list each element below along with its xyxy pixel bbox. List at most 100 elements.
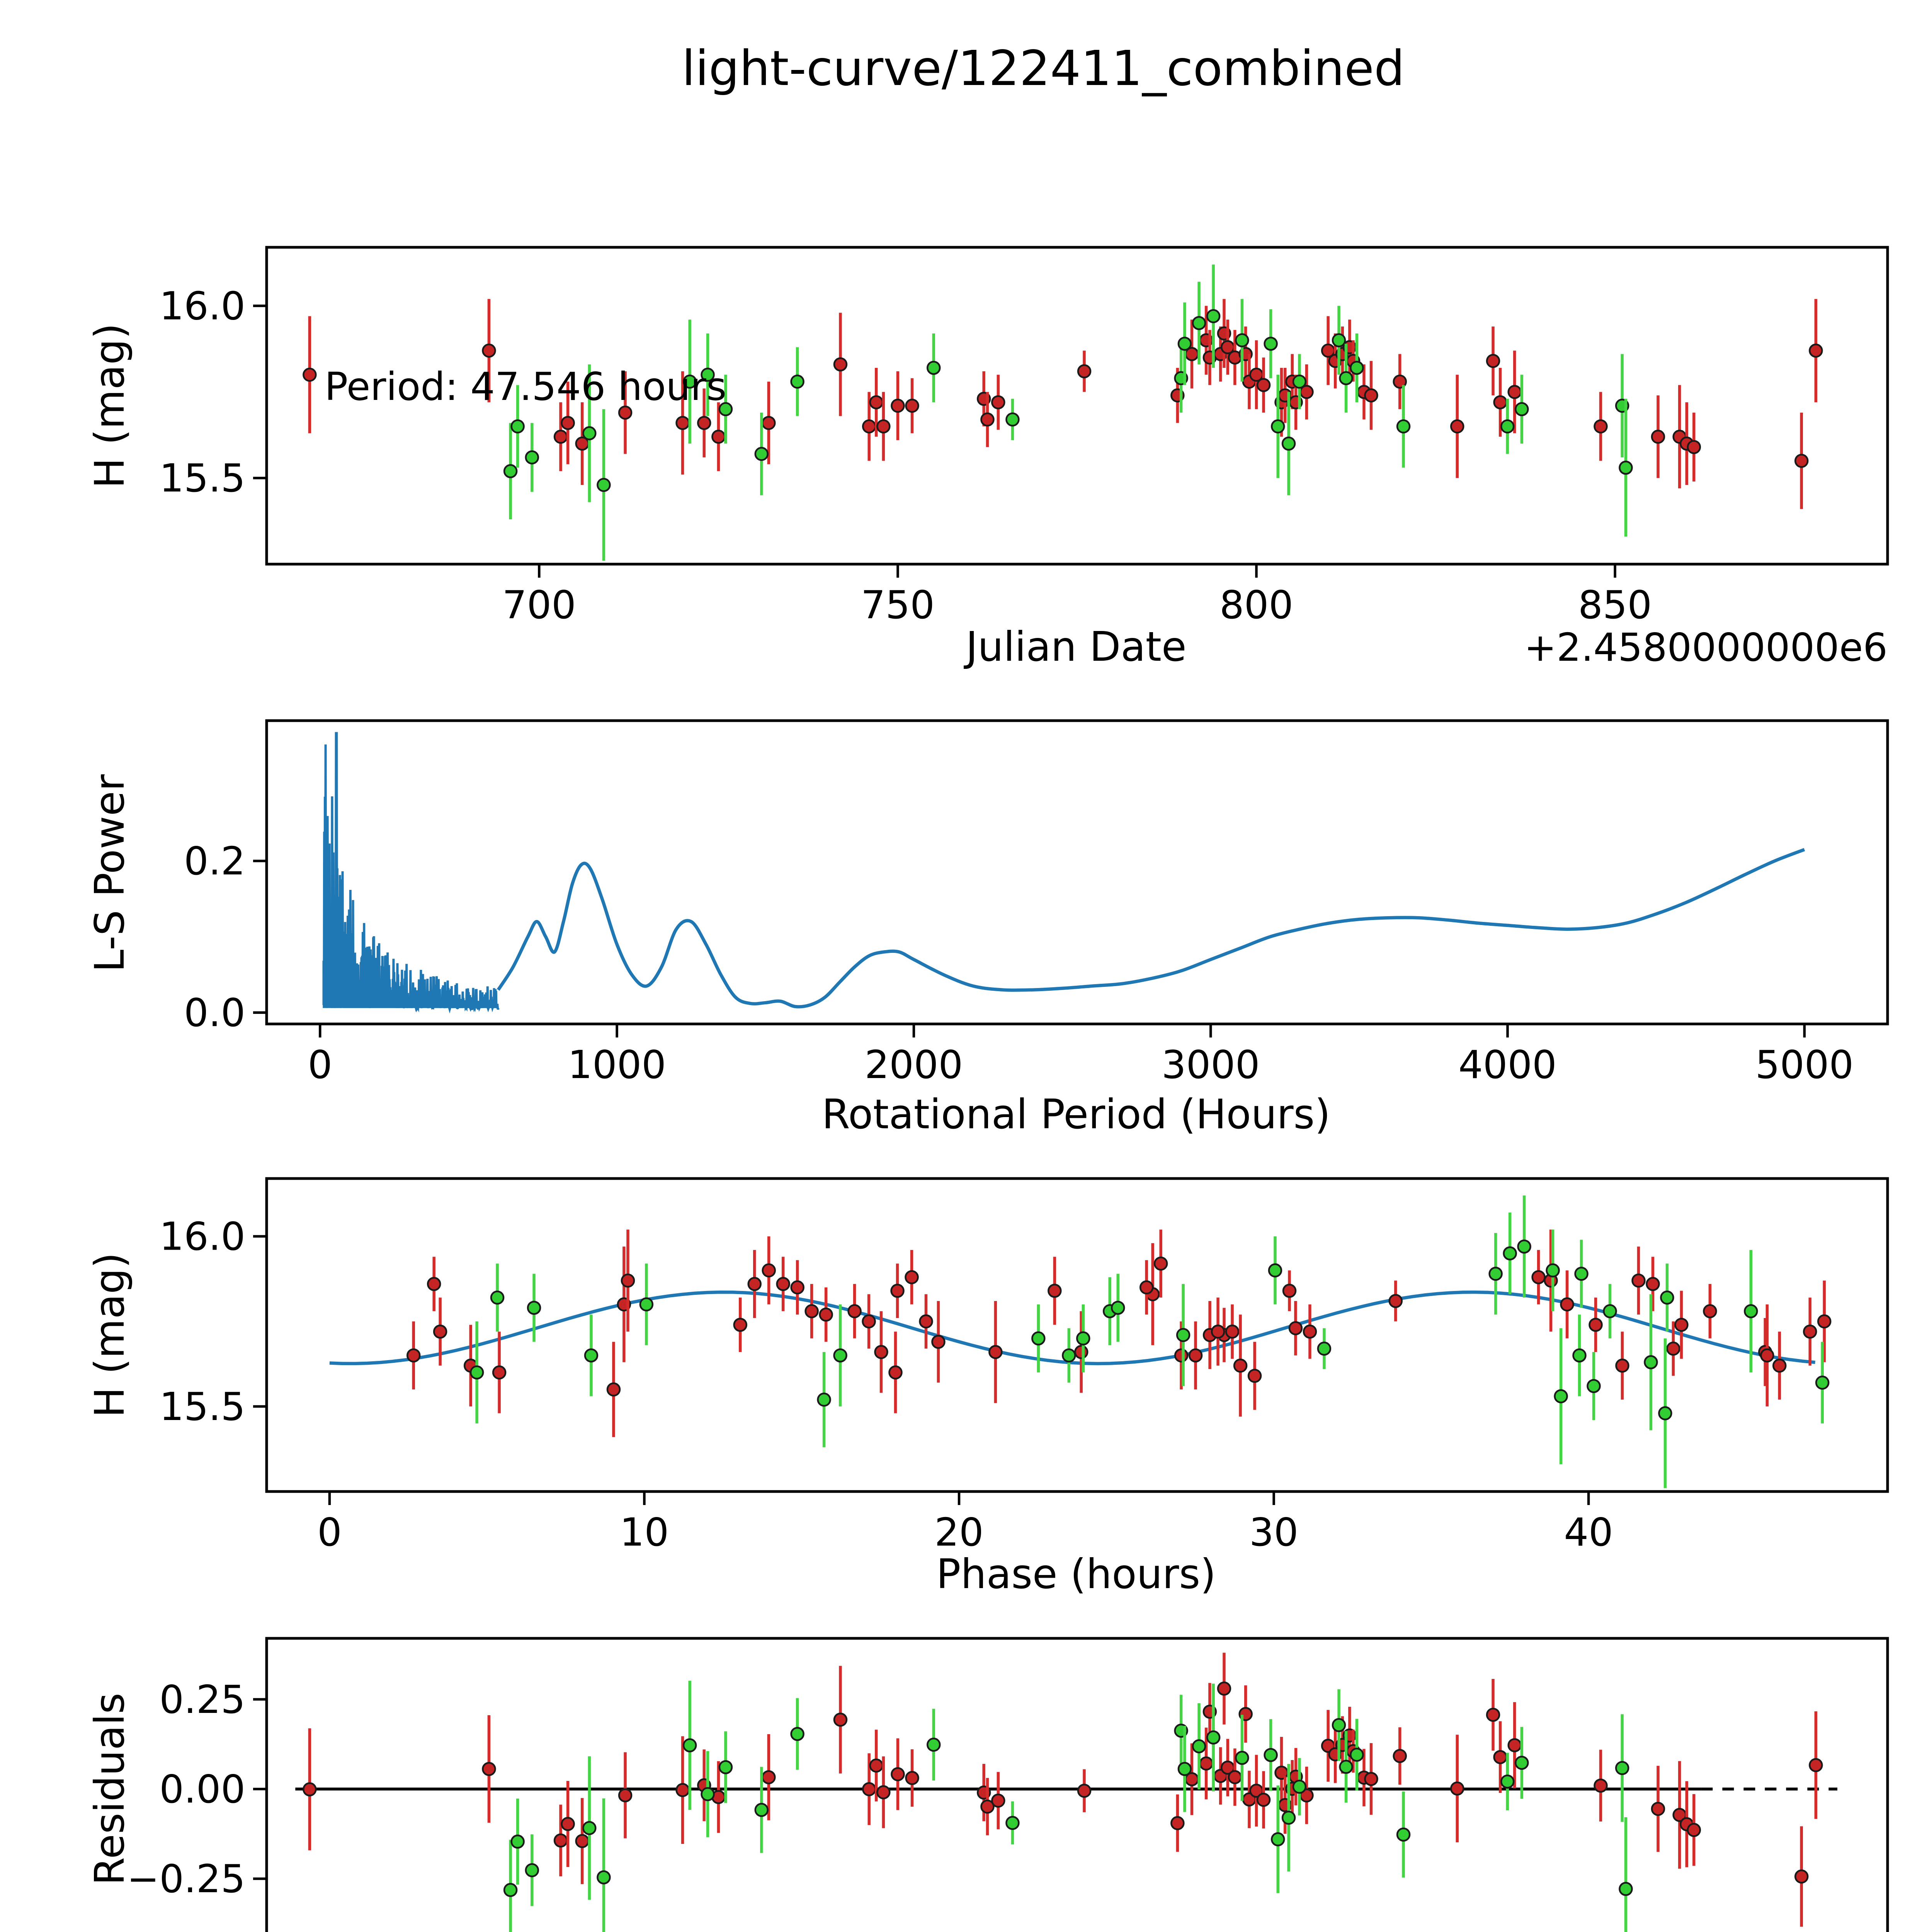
data-point	[1199, 1756, 1213, 1771]
data-point	[675, 416, 690, 430]
data-point	[804, 1304, 819, 1318]
axis-label-y-periodogram: L-S Power	[86, 774, 133, 972]
data-point	[1615, 1761, 1629, 1775]
x-tick-label: 5000	[1755, 1042, 1854, 1087]
data-point	[1644, 1355, 1658, 1369]
x-tick-label: 4000	[1458, 1042, 1557, 1087]
data-point	[1503, 1246, 1517, 1260]
x-tick-label: 30	[1249, 1510, 1298, 1555]
ls-power-noise-curve	[322, 732, 500, 1014]
plot-area	[322, 732, 1805, 1014]
data-point	[1206, 1730, 1221, 1745]
plot-area	[329, 1196, 1832, 1488]
data-point	[919, 1314, 933, 1329]
data-point	[1174, 1348, 1189, 1363]
data-point	[1192, 316, 1206, 330]
data-point	[1515, 1755, 1529, 1770]
data-point	[1048, 1284, 1062, 1298]
data-point	[1531, 1270, 1546, 1284]
data-point	[1247, 1369, 1262, 1383]
data-point	[1493, 395, 1507, 410]
data-point	[1515, 402, 1529, 417]
ls-power-curve	[497, 848, 1805, 1009]
data-point	[1760, 1348, 1774, 1363]
y-tick-label: 16.0	[159, 284, 245, 329]
data-point	[905, 1771, 919, 1785]
data-point	[876, 419, 891, 434]
data-point	[1772, 1358, 1787, 1373]
data-point	[711, 429, 726, 444]
data-point	[776, 1277, 790, 1291]
x-tick-label: 0	[308, 1042, 332, 1087]
data-point	[833, 1348, 847, 1363]
x-tick-label: 750	[861, 582, 935, 628]
data-point	[876, 1785, 891, 1799]
data-point	[682, 1738, 697, 1753]
data-point	[1303, 1324, 1317, 1339]
data-point	[833, 357, 848, 372]
data-point	[1350, 1748, 1364, 1762]
data-point	[1256, 378, 1271, 392]
data-point	[1396, 419, 1411, 434]
data-point	[874, 1345, 888, 1359]
data-point	[490, 1290, 505, 1305]
data-point	[1486, 354, 1500, 368]
data-point	[1153, 1256, 1168, 1271]
data-point	[1077, 364, 1092, 379]
data-point	[718, 1760, 733, 1774]
data-point	[862, 1782, 876, 1796]
data-point	[597, 1870, 611, 1884]
data-point	[1803, 1324, 1817, 1339]
data-point	[1744, 1304, 1758, 1318]
data-point	[1450, 1781, 1464, 1796]
data-point	[905, 1270, 919, 1284]
data-point	[819, 1307, 833, 1322]
data-point	[754, 1803, 769, 1817]
y-tick-label: −0.25	[127, 1856, 245, 1901]
data-point	[891, 1767, 905, 1781]
data-point	[1587, 1379, 1601, 1393]
data-point	[1292, 374, 1307, 389]
x-tick-label: 0	[317, 1510, 342, 1555]
data-point	[869, 395, 884, 410]
data-point	[406, 1348, 421, 1363]
data-point	[1235, 333, 1249, 347]
data-point	[1170, 1816, 1185, 1830]
figure-title: light-curve/122411_combined	[682, 41, 1405, 97]
x-tick-label: 700	[502, 582, 576, 628]
data-point	[762, 1770, 776, 1784]
data-point	[1077, 1784, 1092, 1798]
data-point	[1603, 1304, 1617, 1318]
data-point	[1111, 1301, 1125, 1315]
data-point	[1615, 1358, 1629, 1373]
data-point	[701, 1787, 715, 1801]
axes-frame	[265, 1177, 1889, 1493]
data-point	[762, 1263, 776, 1277]
data-point	[833, 1713, 848, 1727]
data-point	[991, 395, 1005, 410]
data-point	[510, 419, 525, 434]
data-point	[621, 1273, 635, 1288]
x-tick-label: 40	[1564, 1510, 1613, 1555]
data-point	[1486, 1708, 1500, 1722]
panel-phase: 0 10 20 30 40 15.5 16.0	[159, 1177, 1889, 1555]
data-point	[1815, 1376, 1830, 1390]
data-point	[1364, 388, 1378, 403]
data-point	[927, 361, 941, 375]
data-point	[790, 1280, 804, 1294]
axis-label-y-residuals: Residuals	[86, 1693, 133, 1885]
axis-offset-lightcurve: +2.4580000000e6	[1524, 625, 1888, 670]
data-point	[1619, 461, 1633, 475]
data-point	[1062, 1348, 1076, 1363]
axis-label-x-phase: Phase (hours)	[936, 1551, 1216, 1598]
data-point	[762, 416, 776, 430]
data-point	[482, 344, 496, 358]
data-point	[790, 1727, 804, 1741]
data-point	[1288, 1321, 1303, 1335]
data-point	[561, 1817, 575, 1831]
data-point	[1809, 1758, 1823, 1772]
data-point	[1651, 1802, 1665, 1816]
